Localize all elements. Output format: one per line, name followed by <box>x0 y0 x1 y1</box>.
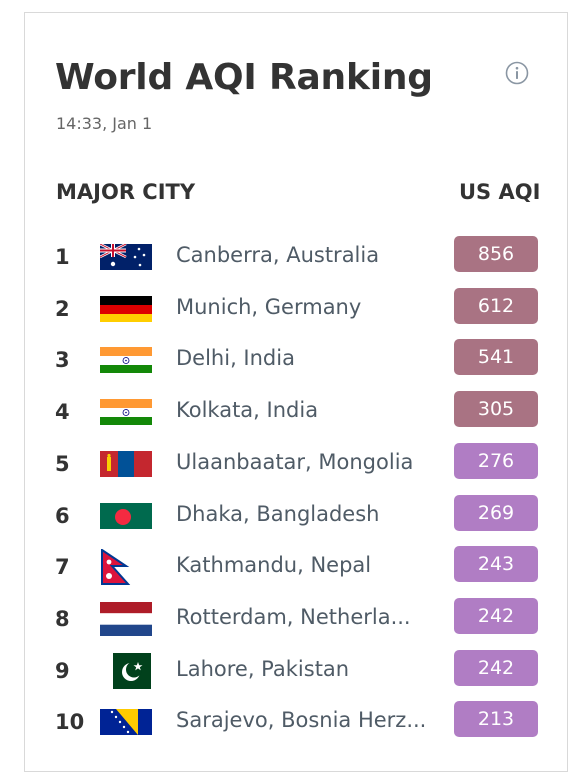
aqi-badge: 243 <box>454 546 538 583</box>
city-name: Ulaanbaatar, Mongolia <box>176 449 414 474</box>
aqi-badge: 856 <box>454 236 538 272</box>
rank-number: 4 <box>55 400 70 425</box>
info-icon[interactable] <box>505 61 529 85</box>
city-name: Delhi, India <box>176 346 295 371</box>
ranking-row[interactable]: 3 Delhi, India 541 <box>25 338 567 390</box>
city-name: Sarajevo, Bosnia Herz... <box>176 708 427 733</box>
city-name: Kolkata, India <box>176 398 319 423</box>
rank-number: 9 <box>55 658 70 683</box>
bangladesh-flag-icon <box>100 502 152 529</box>
rank-number: 3 <box>55 348 70 373</box>
rank-number: 6 <box>55 503 70 528</box>
aqi-badge: 612 <box>454 287 538 324</box>
column-header-aqi: US AQI <box>459 180 541 204</box>
rank-number: 10 <box>55 710 85 735</box>
ranking-row[interactable]: 5 Ulaanbaatar, Mongolia 276 <box>25 442 567 494</box>
mongolia-flag-icon <box>100 450 152 477</box>
rank-number: 7 <box>55 555 70 580</box>
aqi-badge: 305 <box>454 391 538 428</box>
pakistan-flag-icon <box>113 652 151 689</box>
ranking-row[interactable]: 10 Sarajevo, Bosnia Herz... 213 <box>25 700 567 752</box>
rank-number: 1 <box>55 245 70 269</box>
ranking-row[interactable]: 1 Canberra, Australia 85 <box>25 235 567 287</box>
aqi-badge: 242 <box>454 649 538 686</box>
city-name: Lahore, Pakistan <box>176 656 350 681</box>
update-timestamp: 14:33, Jan 1 <box>56 114 153 133</box>
city-name: Dhaka, Bangladesh <box>176 501 380 526</box>
ranking-row[interactable]: 7 Kathmandu, Nepal 243 <box>25 545 567 597</box>
aqi-badge: 213 <box>454 701 538 738</box>
rank-number: 8 <box>55 606 70 631</box>
column-header-city: MAJOR CITY <box>56 180 196 204</box>
ranking-row[interactable]: 9 Lahore, Pakistan 242 <box>25 649 567 701</box>
ranking-row[interactable]: 8 Rotterdam, Netherla... 242 <box>25 597 567 649</box>
city-name: Rotterdam, Netherla... <box>176 604 411 629</box>
aqi-badge: 242 <box>454 597 538 634</box>
city-name: Canberra, Australia <box>176 243 380 267</box>
ranking-row[interactable]: 2 Munich, Germany 612 <box>25 287 567 339</box>
aqi-badge: 276 <box>454 442 538 479</box>
page-title: World AQI Ranking <box>55 57 433 98</box>
germany-flag-icon <box>100 295 152 322</box>
rank-number: 5 <box>55 451 70 476</box>
aqi-ranking-card: World AQI Ranking 14:33, Jan 1 MAJOR CIT… <box>24 12 568 772</box>
nepal-flag-icon <box>100 549 138 586</box>
rank-number: 2 <box>55 296 70 321</box>
ranking-row[interactable]: 6 Dhaka, Bangladesh 269 <box>25 494 567 546</box>
aqi-badge: 269 <box>454 494 538 531</box>
india-flag-icon <box>100 347 152 374</box>
bosnia-flag-icon <box>100 709 152 736</box>
city-name: Munich, Germany <box>176 294 362 319</box>
australia-flag-icon <box>100 244 152 270</box>
aqi-badge: 541 <box>454 339 538 376</box>
netherlands-flag-icon <box>100 601 152 636</box>
india-flag-icon <box>100 399 152 426</box>
city-name: Kathmandu, Nepal <box>176 553 372 578</box>
ranking-row[interactable]: 4 Kolkata, India 305 <box>25 390 567 442</box>
